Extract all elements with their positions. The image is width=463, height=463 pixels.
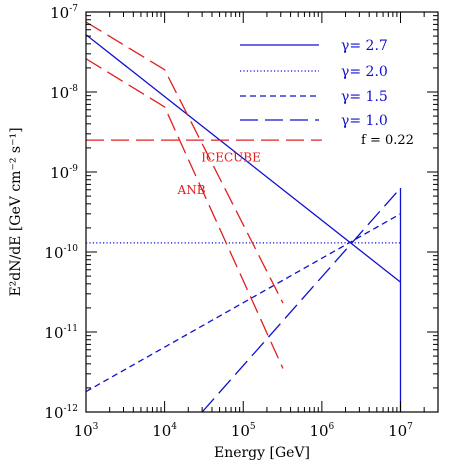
y-tick-label: 10-8 (50, 84, 78, 102)
annotation-anb: ANB (177, 183, 206, 197)
legend-label-gamma-1-5: γ= 1.5 (341, 89, 388, 105)
series-line-6 (86, 21, 284, 304)
y-tick-label: 10-12 (44, 404, 78, 422)
f-annotation: f = 0.22 (361, 133, 414, 148)
legend: γ= 2.7 γ= 2.0 γ= 1.5 γ= 1.0 f = 0.22 (240, 38, 414, 148)
x-axis-title: Energy [GeV] (214, 445, 310, 461)
x-tick-label: 106 (309, 422, 334, 440)
annotation-icecube: ICECUBE (201, 151, 261, 165)
x-tick-label: 107 (388, 422, 413, 440)
x-tick-label: 104 (152, 422, 177, 440)
series-line-3 (201, 187, 401, 412)
series-line-0 (86, 34, 401, 283)
x-tick-label: 105 (231, 422, 256, 440)
plot-frame (85, 11, 439, 413)
series-line-7 (86, 58, 284, 369)
ticks-layer (85, 11, 439, 413)
series-layer (86, 21, 402, 412)
labels-layer: 103 104 105 106 107 10-12 10-11 10-10 10-9 10-8 10… (8, 4, 413, 461)
legend-label-gamma-1-0: γ= 1.0 (341, 113, 388, 129)
series-line-2 (86, 213, 401, 393)
legend-label-gamma-2-7: γ= 2.7 (341, 38, 388, 54)
y-tick-label: 10-9 (50, 164, 78, 182)
y-tick-label: 10-7 (50, 4, 78, 22)
legend-label-gamma-2-0: γ= 2.0 (341, 64, 388, 80)
x-tick-label: 103 (74, 422, 99, 440)
y-tick-label: 10-11 (44, 324, 78, 342)
y-tick-label: 10-10 (44, 244, 78, 262)
y-axis-title: E²dN/dE [GeV cm⁻² s⁻¹] (8, 127, 24, 296)
